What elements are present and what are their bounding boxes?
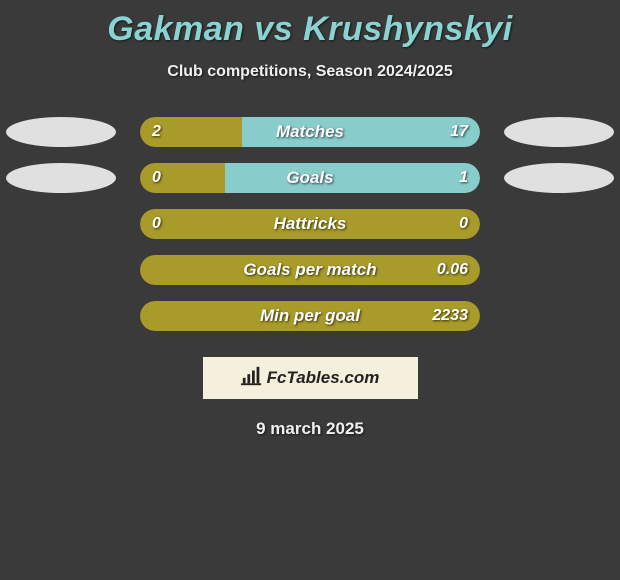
stat-bar-right-segment [225, 163, 480, 193]
stat-value-left: 0 [152, 155, 161, 201]
subtitle: Club competitions, Season 2024/2025 [0, 63, 620, 81]
stat-value-left: 2 [152, 109, 161, 155]
stats-rows: 217Matches01Goals00Hattricks0.06Goals pe… [0, 109, 620, 339]
stat-bar [140, 117, 480, 147]
stat-row: 2233Min per goal [0, 293, 620, 339]
stat-value-right: 0.06 [437, 247, 468, 293]
stat-bar [140, 255, 480, 285]
page-title: Gakman vs Krushynskyi [0, 0, 620, 49]
player-bubble-right [504, 163, 614, 193]
stat-value-right: 0 [459, 201, 468, 247]
stat-value-right: 2233 [432, 293, 468, 339]
player-bubble-left [6, 117, 116, 147]
stat-bar [140, 209, 480, 239]
stat-bar-left-segment [140, 301, 480, 331]
stat-bar-right-segment [242, 117, 480, 147]
date-label: 9 march 2025 [0, 419, 620, 439]
player-bubble-left [6, 163, 116, 193]
stat-row: 01Goals [0, 155, 620, 201]
stat-value-right: 1 [459, 155, 468, 201]
stat-bar-left-segment [140, 255, 480, 285]
player-bubble-right [504, 117, 614, 147]
stat-value-left: 0 [152, 201, 161, 247]
stat-value-right: 17 [450, 109, 468, 155]
stat-bar [140, 301, 480, 331]
stat-row: 0.06Goals per match [0, 247, 620, 293]
source-badge[interactable]: FcTables.com [203, 357, 418, 399]
badge-text: FcTables.com [267, 368, 380, 388]
stat-row: 217Matches [0, 109, 620, 155]
stat-row: 00Hattricks [0, 201, 620, 247]
stat-bar [140, 163, 480, 193]
stat-bar-left-segment [140, 209, 480, 239]
comparison-card: Gakman vs Krushynskyi Club competitions,… [0, 0, 620, 580]
chart-icon [241, 366, 263, 391]
